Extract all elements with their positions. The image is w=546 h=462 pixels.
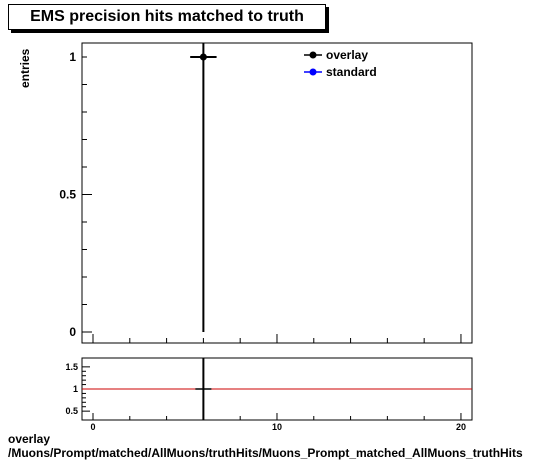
overlay-point	[199, 53, 207, 61]
ratio-y-tick-label: 0.5	[65, 406, 78, 416]
chart-title-box: EMS precision hits matched to truth	[8, 4, 326, 30]
ratio-x-axis: 0 10 20	[90, 413, 466, 432]
ratio-x-tick-label: 0	[90, 422, 95, 432]
footer-line-1: overlay	[8, 432, 51, 446]
ratio-y-tick-label: 1.5	[65, 362, 78, 372]
chart-canvas: 00.51 overlay standard 0.511.5 0 10 20	[59, 42, 473, 432]
ratio-x-tick-label: 20	[456, 422, 466, 432]
main-y-tick-label: 0	[69, 325, 76, 339]
legend-standard-label: standard	[326, 65, 377, 79]
ratio-y-tick-label: 1	[73, 384, 78, 394]
main-y-tick-label: 0.5	[59, 188, 76, 202]
main-y-tick-label: 1	[69, 50, 76, 64]
ratio-x-tick-label: 10	[272, 422, 282, 432]
main-marks	[190, 43, 217, 332]
ratio-marks	[82, 358, 472, 420]
legend-overlay-marker	[309, 51, 317, 59]
footer: overlay /Muons/Prompt/matched/AllMuons/t…	[8, 432, 523, 460]
legend-overlay-label: overlay	[326, 48, 368, 62]
footer-line-2: /Muons/Prompt/matched/AllMuons/truthHits…	[8, 446, 523, 460]
main-y-axis: 00.51	[59, 50, 92, 339]
chart-title: EMS precision hits matched to truth	[30, 8, 304, 25]
legend: overlay standard	[304, 48, 377, 79]
main-plot-frame	[81, 42, 473, 344]
legend-standard-marker	[309, 68, 317, 76]
main-x-axis	[92, 334, 462, 343]
